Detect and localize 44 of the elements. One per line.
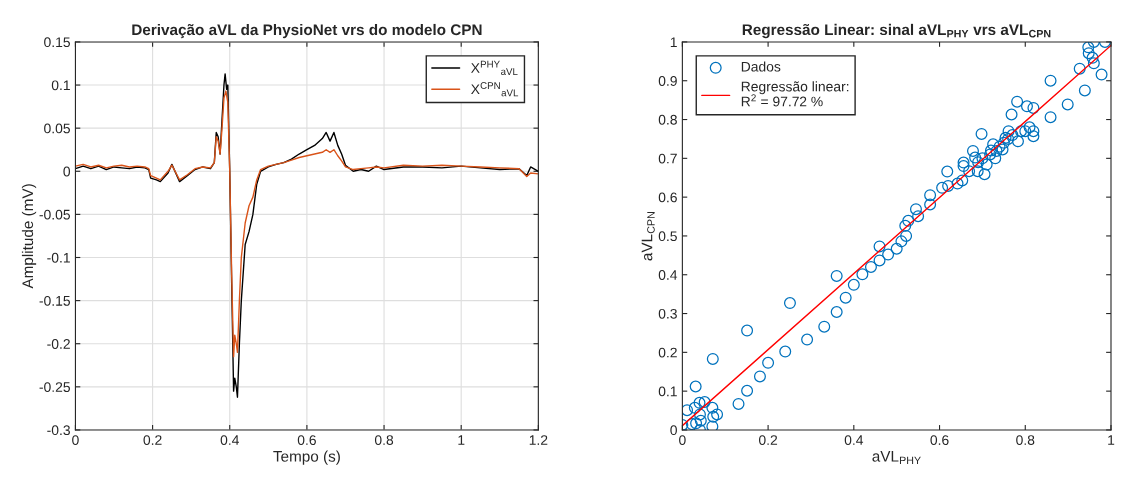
x-axis-title: aVL$_{PHY}$ (872, 451, 921, 464)
legend-label: Dados (741, 61, 781, 72)
y-tick-label: -0.1 (47, 252, 70, 263)
y-tick-label: 0 (63, 166, 71, 177)
legend-label: X$^{CPN}$$_{aVL}$ (471, 82, 519, 97)
x-tick-label: 0.8 (1016, 435, 1035, 446)
y-tick-label: 0.05 (44, 123, 70, 134)
y-tick-label: 0.15 (44, 37, 70, 48)
y-tick-label: 0.1 (658, 386, 677, 397)
y-tick-label: 0.7 (658, 153, 677, 164)
y-tick-label: 0.6 (658, 192, 677, 203)
y-tick-label: 0.1 (51, 80, 70, 91)
y-tick-label: -0.15 (39, 295, 70, 306)
x-tick-label: 0.6 (930, 435, 949, 446)
y-tick-label: -0.05 (39, 209, 70, 220)
x-tick-label: 0 (72, 435, 79, 446)
x-tick-label: 0.2 (143, 435, 162, 446)
x-tick-label: 1 (1108, 435, 1115, 445)
y-tick-label: -0.25 (39, 382, 70, 392)
x-tick-label: 0.4 (844, 435, 864, 446)
y-tick-label: 1 (670, 37, 677, 47)
y-tick-label: 0.9 (658, 76, 677, 86)
x-tick-label: 0.2 (758, 435, 778, 446)
y-axis-title: Amplitude (mV) (21, 184, 37, 289)
y-tick-label: -0.2 (47, 339, 70, 349)
y-tick-label: 0 (670, 425, 677, 436)
y-tick-label: 0.3 (658, 308, 677, 319)
legend-label: Regressão linear: R$^{2}$ = 97.72 % (741, 81, 849, 107)
x-tick-label: 0.8 (374, 435, 394, 446)
x-axis-title: Tempo (s) (273, 450, 340, 465)
chart-title: Derivação aVL da PhysioNet vrs do modelo CPN (132, 23, 482, 39)
y-tick-label: 0.8 (658, 114, 677, 125)
y-tick-label: 0.4 (658, 270, 678, 280)
legend-label: X$^{PHY}$$_{aVL}$ (471, 60, 518, 75)
y-tick-label: 0.5 (658, 231, 677, 242)
chart-title: Regressão Linear: sinal aVL$_{PHY}$ vrs aVL$_{CPN}$ (742, 23, 1051, 39)
y-axis-title: aVL$_{CPN}$ (641, 212, 655, 261)
x-tick-label: 1.2 (529, 435, 548, 445)
y-tick-label: -0.3 (47, 425, 70, 436)
x-tick-label: 1 (458, 435, 465, 445)
x-tick-label: 0 (679, 435, 686, 446)
y-tick-label: 0.2 (658, 347, 677, 358)
x-tick-label: 0.4 (220, 435, 239, 446)
x-tick-label: 0.6 (297, 435, 316, 446)
